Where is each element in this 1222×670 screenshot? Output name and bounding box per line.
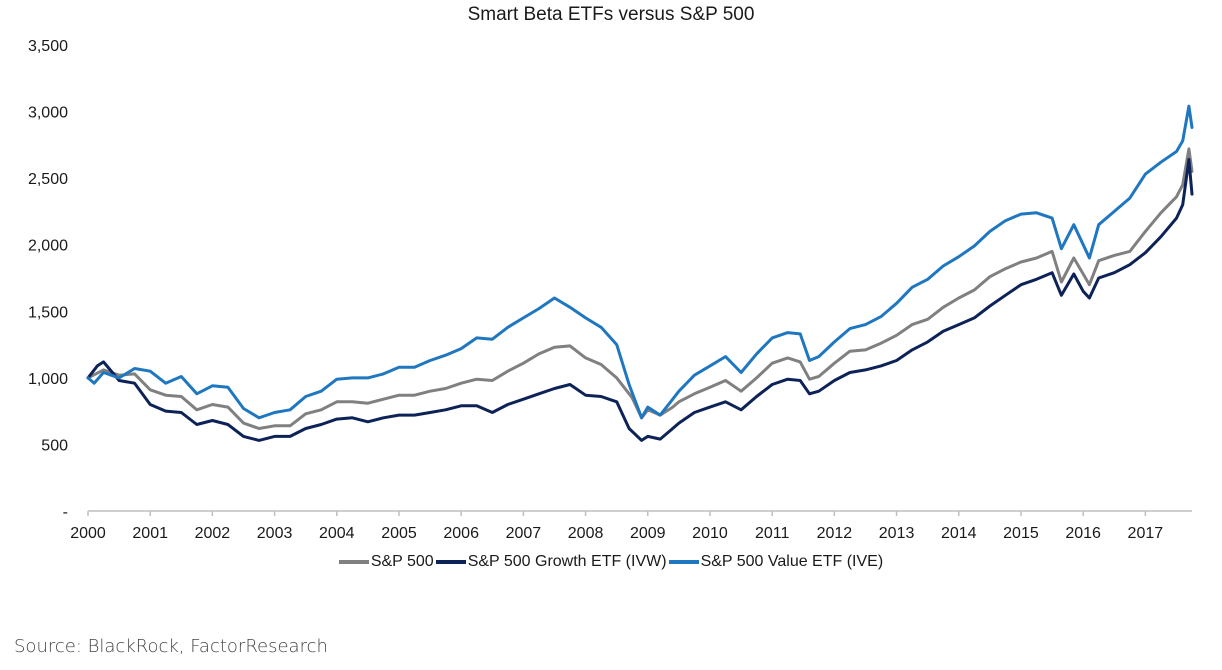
y-tick-label: - — [63, 504, 68, 521]
y-tick-label: 3,000 — [28, 105, 68, 122]
x-tick-label: 2000 — [70, 525, 106, 542]
legend-label: S&P 500 Growth ETF (IVW) — [467, 553, 667, 570]
legend-swatch — [435, 560, 466, 564]
y-tick-label: 1,500 — [28, 304, 68, 321]
x-tick-label: 2002 — [195, 525, 231, 542]
x-tick-label: 2008 — [568, 525, 604, 542]
legend-swatch — [338, 560, 369, 564]
series-line-1 — [86, 158, 1194, 442]
x-tick-label: 2001 — [132, 525, 168, 542]
x-tick-label: 2016 — [1065, 525, 1101, 542]
y-tick-label: 3,500 — [28, 38, 68, 55]
x-tick-label: 2010 — [692, 525, 728, 542]
x-tick-label: 2003 — [257, 525, 293, 542]
series-line-0 — [86, 147, 1194, 430]
x-tick-label: 2017 — [1128, 525, 1164, 542]
legend-item: S&P 500 — [338, 553, 434, 571]
series-line-2 — [86, 104, 1194, 420]
legend-item: S&P 500 Value ETF (IVE) — [668, 553, 884, 571]
x-tick-label: 2005 — [381, 525, 417, 542]
x-tick-label: 2004 — [319, 525, 355, 542]
x-axis-ticks: 2000 2001 2002 2003 2004 2005 2006 2007 2008 2009… — [70, 511, 1163, 542]
y-tick-label: 2,000 — [28, 238, 68, 255]
legend-label: S&P 500 Value ETF (IVE) — [700, 553, 884, 570]
legend-item: S&P 500 Growth ETF (IVW) — [435, 553, 667, 571]
x-tick-label: 2012 — [817, 525, 853, 542]
legend-label: S&P 500 — [370, 553, 434, 570]
x-tick-label: 2006 — [443, 525, 479, 542]
x-tick-label: 2007 — [506, 525, 542, 542]
source-note: Source: BlackRock, FactorResearch — [14, 636, 328, 657]
x-tick-label: 2013 — [879, 525, 915, 542]
x-tick-label: 2014 — [941, 525, 977, 542]
series-lines — [86, 104, 1194, 442]
legend-swatch — [668, 560, 699, 564]
y-axis-ticks: - 500 1,000 1,500 2,000 2,500 3,000 3,500 — [28, 38, 68, 521]
x-tick-label: 2009 — [630, 525, 666, 542]
y-tick-label: 500 — [41, 437, 68, 454]
x-tick-label: 2011 — [755, 525, 790, 542]
chart-title: Smart Beta ETFs versus S&P 500 — [467, 4, 755, 25]
chart-legend: S&P 500 S&P 500 Growth ETF (IVW) S&P 500 V… — [0, 553, 1222, 571]
y-tick-label: 2,500 — [28, 171, 68, 188]
x-tick-label: 2015 — [1003, 525, 1039, 542]
y-tick-label: 1,000 — [28, 371, 68, 388]
